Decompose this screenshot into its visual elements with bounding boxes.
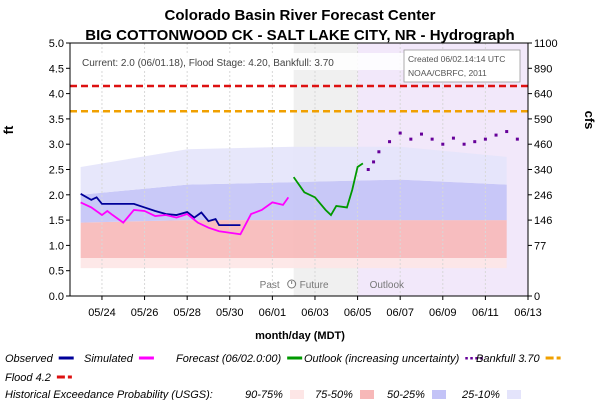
outlook-point (430, 137, 434, 141)
outlook-point (377, 150, 381, 154)
past-label: Past (260, 280, 280, 291)
legend-prob-swatch (432, 390, 446, 399)
info-text: Current: 2.0 (06/01.18), Flood Stage: 4.… (82, 58, 334, 69)
legend: Observed Simulated Forecast (06/02.0:00) Ou… (5, 353, 561, 400)
legend-prob-swatch (507, 390, 521, 399)
outlook-label: Outlook (370, 280, 405, 291)
outlook-point (398, 131, 402, 135)
legend-outlook-swatch (475, 357, 478, 360)
y-tick-label-right: 340 (534, 165, 552, 177)
outlook-point (483, 137, 487, 141)
legend-simulated-label: Simulated (84, 353, 134, 365)
legend-prob-swatch (290, 390, 304, 399)
y-tick-label-left: 0.0 (49, 291, 64, 303)
legend-flood-label: Flood 4.2 (5, 372, 51, 384)
x-tick-label: 05/28 (173, 307, 201, 319)
info-box (77, 53, 407, 70)
x-tick-label: 06/11 (472, 307, 499, 319)
x-tick-label: 06/05 (344, 307, 372, 319)
credit-text: NOAA/CBRFC, 2011 (408, 68, 487, 78)
legend-outlook-swatch (470, 357, 473, 360)
outlook-point (515, 137, 519, 141)
clock-icon (287, 279, 297, 289)
outlook-point (366, 168, 370, 171)
y-tick-label-left: 2.0 (49, 190, 64, 202)
outlook-point (441, 142, 445, 146)
y-tick-label-right: 146 (534, 215, 552, 227)
legend-prob-label: 50-25% (387, 389, 425, 400)
y-tick-label-left: 1.5 (49, 215, 64, 227)
created-box (403, 49, 521, 83)
legend-prob-swatch (360, 390, 374, 399)
legend-observed-label: Observed (5, 353, 54, 365)
outlook-point (451, 136, 455, 140)
legend-outlook-swatch (465, 357, 468, 360)
legend-outlook-label: Outlook (increasing uncertainty) (304, 353, 460, 365)
legend-prob-label: 25-10% (461, 389, 500, 400)
y-tick-label-right: 590 (534, 114, 552, 126)
chart-subtitle: BIG COTTONWOOD CK - SALT LAKE CITY, NR -… (85, 27, 514, 44)
observed-line (80, 193, 241, 227)
y-tick-label-right: 77 (534, 240, 546, 252)
y-tick-label-left: 0.5 (49, 266, 64, 278)
legend-outlook-swatch (480, 357, 483, 360)
outlook-point (473, 140, 477, 144)
band-25-10 (80, 146, 507, 195)
x-tick-label: 05/26 (131, 307, 159, 319)
y-tick-label-left: 4.0 (49, 89, 64, 101)
legend-bankfull-label: Bankfull 3.70 (476, 353, 540, 365)
outlook-point (419, 132, 423, 136)
x-tick-label: 05/24 (88, 307, 116, 319)
outlook-point (462, 142, 466, 146)
y-tick-label-right: 0 (534, 291, 540, 303)
outlook-point (409, 137, 413, 141)
x-tick-label: 06/07 (386, 307, 414, 319)
outlook-point (494, 133, 498, 137)
x-tick-label: 06/09 (429, 307, 457, 319)
y-tick-label-right: 1100 (534, 38, 558, 50)
legend-prob-title: Historical Exceedance Probability (USGS)… (5, 389, 213, 400)
y-tick-label-left: 4.5 (49, 63, 64, 75)
legend-forecast-label: Forecast (06/02.0:00) (176, 353, 282, 365)
x-axis-label: month/day (MDT) (255, 330, 345, 342)
y-axis-label-left: ft (1, 125, 16, 134)
y-tick-label-left: 2.5 (49, 165, 64, 177)
created-text: Created 06/02.14:14 UTC (408, 54, 505, 64)
y-tick-label-left: 1.0 (49, 240, 64, 252)
legend-prob-label: 90-75% (245, 389, 283, 400)
y-tick-label-left: 5.0 (49, 38, 64, 50)
forecast-line (292, 162, 364, 217)
outlook-point (372, 160, 376, 164)
y-tick-label-right: 640 (534, 89, 552, 101)
y-tick-label-right: 890 (534, 63, 552, 75)
simulated-line (80, 196, 290, 236)
chart-title: Colorado Basin River Forecast Center (165, 7, 436, 24)
y-tick-label-left: 3.0 (49, 139, 64, 151)
y-tick-label-right: 246 (534, 190, 552, 202)
outlook-point (388, 140, 392, 144)
legend-prob-label: 75-50% (315, 389, 353, 400)
x-tick-label: 06/01 (259, 307, 287, 319)
y-tick-label-right: 460 (534, 139, 552, 151)
plot-area: Past Future Outlook Current: 2.0 (06/01.18)… (49, 38, 558, 319)
x-tick-label: 06/03 (301, 307, 329, 319)
outlook-point (505, 130, 509, 134)
x-tick-label: 06/13 (514, 307, 542, 319)
y-tick-label-left: 3.5 (49, 114, 64, 126)
future-label: Future (300, 280, 329, 291)
y-axis-label-right: cfs (582, 111, 597, 130)
x-tick-label: 05/30 (216, 307, 244, 319)
